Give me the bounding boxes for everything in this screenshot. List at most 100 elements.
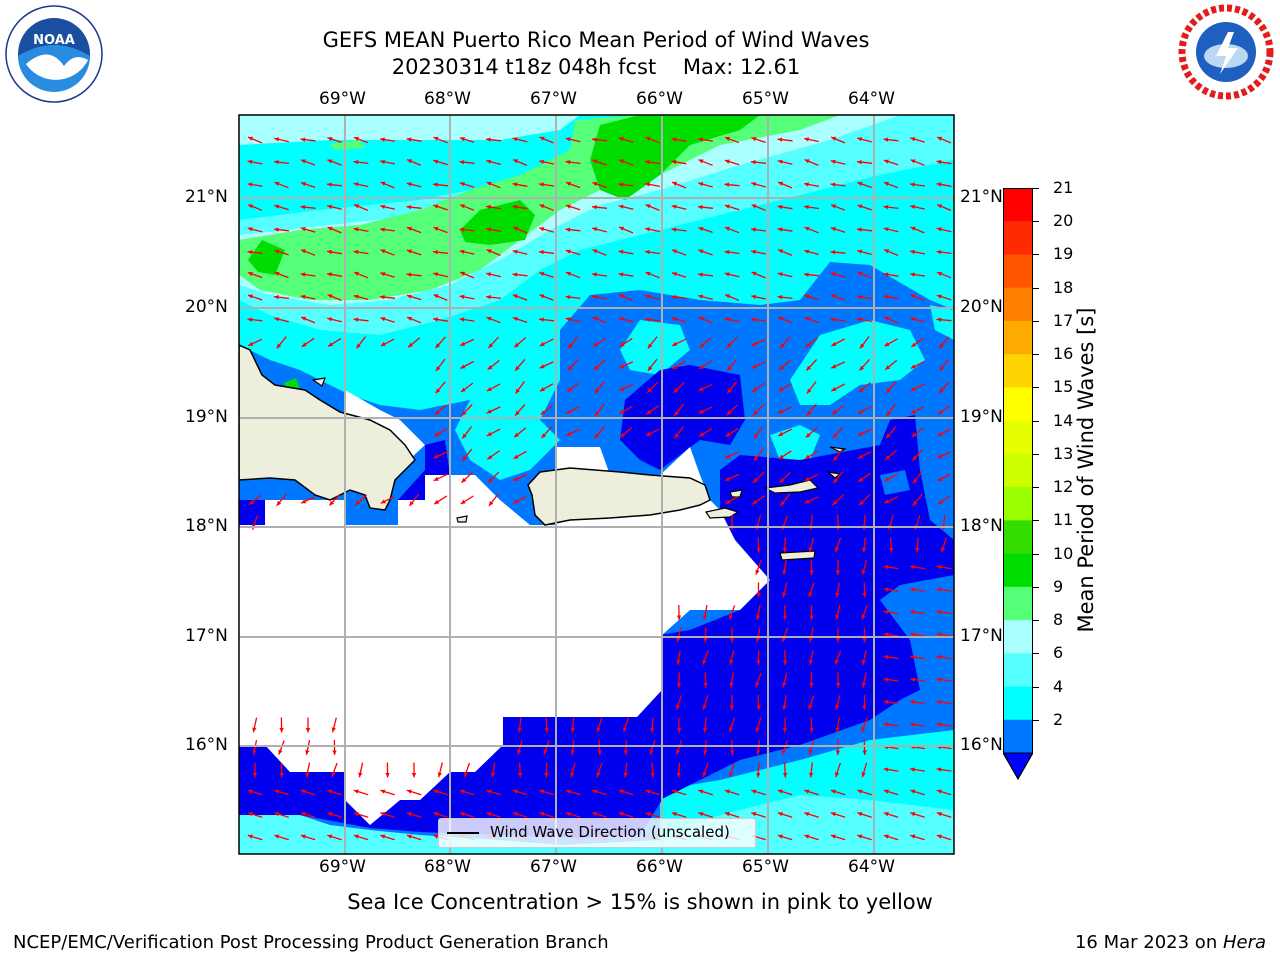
wave-direction-arrowhead <box>539 182 544 187</box>
wave-direction-arrowhead <box>433 250 438 255</box>
lon-tick-top: 66°W <box>636 89 683 109</box>
wave-direction-arrowhead <box>407 159 413 164</box>
wave-direction-arrowhead <box>594 433 600 438</box>
wave-direction-arrowhead <box>809 570 814 575</box>
colorbar-tick-label: 2 <box>1053 709 1064 729</box>
wave-direction-arrowhead <box>753 478 758 483</box>
wave-direction-arrowhead <box>618 182 624 187</box>
wave-direction-arrowhead <box>676 682 681 688</box>
wave-direction-arrowhead <box>885 365 891 370</box>
wave-direction-arrowhead <box>353 160 359 165</box>
wave-direction-arrowhead <box>883 632 889 637</box>
period-pocket-cyan <box>790 320 925 405</box>
wave-direction-arrowhead <box>380 812 386 817</box>
wave-direction-arrowhead <box>487 365 493 370</box>
wave-direction-arrowhead <box>883 227 889 232</box>
wave-direction-arrowhead <box>539 364 545 369</box>
wave-direction-arrowhead <box>567 365 573 371</box>
lat-tick-left: 18°N <box>185 516 228 536</box>
wave-direction-arrowhead <box>883 834 889 839</box>
wave-direction-arrowhead <box>703 682 708 688</box>
wave-direction-arrowhead <box>619 364 625 369</box>
wave-direction-arrowhead <box>618 272 624 277</box>
lon-tick-bottom: 69°W <box>319 857 366 877</box>
wave-direction-arrowhead <box>857 137 863 142</box>
wave-direction-arrowhead <box>886 411 891 416</box>
wave-direction-arrowhead <box>724 182 730 187</box>
wave-direction-arrowhead <box>835 614 840 620</box>
wave-direction-arrowhead <box>911 342 917 347</box>
wave-direction-arrowhead <box>406 249 412 254</box>
wave-direction-arrowhead <box>406 834 412 839</box>
wave-direction-arrowhead <box>830 834 836 839</box>
wave-direction-arrowhead <box>433 136 439 141</box>
colorbar-tick-mark <box>1033 586 1039 588</box>
wave-direction-arrowhead <box>671 317 677 322</box>
wave-direction-arrowhead <box>645 204 651 209</box>
lon-tick-bottom: 66°W <box>636 857 683 877</box>
wave-direction-arrowhead <box>862 705 867 710</box>
wave-direction-arrowhead <box>910 317 916 322</box>
period-band-under-2 <box>239 500 265 525</box>
wave-direction-arrowhead <box>592 789 598 794</box>
wave-direction-arrowhead <box>937 204 943 209</box>
wave-direction-arrowhead <box>300 789 306 794</box>
sea-ice-annotation: Sea Ice Concentration > 15% is shown in … <box>347 890 933 914</box>
wave-direction-arrowhead <box>830 317 836 322</box>
wave-direction-arrowhead <box>411 773 417 778</box>
wave-direction-arrowhead <box>910 249 915 255</box>
wave-direction-arrowhead <box>354 204 360 209</box>
wave-direction-arrowhead <box>406 294 412 299</box>
wave-direction-arrowhead <box>279 728 284 733</box>
wave-direction-arrowhead <box>486 431 492 436</box>
wave-direction-arrowhead <box>725 499 731 504</box>
wave-direction-arrowhead <box>698 137 703 142</box>
colorbar-segment <box>1003 620 1033 654</box>
wave-direction-arrowhead <box>857 454 863 459</box>
colorbar-tick-label: 18 <box>1053 277 1074 297</box>
wave-direction-arrowhead <box>671 204 677 209</box>
wave-direction-arrowhead <box>486 159 492 164</box>
wave-direction-arrowhead <box>777 789 783 794</box>
wave-direction-arrowhead <box>805 454 811 459</box>
wave-direction-arrowhead <box>486 227 491 232</box>
lon-tick-top: 65°W <box>742 89 789 109</box>
wave-direction-arrowhead <box>698 789 704 794</box>
wave-direction-arrowhead <box>910 609 915 615</box>
wave-direction-arrowhead <box>488 501 494 506</box>
wave-direction-arrowhead <box>782 592 787 598</box>
wave-direction-arrowhead <box>830 182 836 187</box>
colorbar-tick-mark <box>1033 653 1039 655</box>
wave-direction-arrowhead <box>434 499 440 505</box>
wave-direction-arrowhead <box>751 182 757 187</box>
wave-direction-arrowhead <box>726 343 732 348</box>
wave-direction-arrowhead <box>808 704 813 710</box>
lon-tick-bottom: 65°W <box>742 857 789 877</box>
colorbar-tick-label: 15 <box>1053 377 1074 397</box>
wave-direction-arrowhead <box>248 341 254 346</box>
wave-direction-arrowhead <box>247 789 253 794</box>
wave-direction-arrowhead <box>274 317 280 322</box>
wave-direction-arrowhead <box>936 834 942 839</box>
wave-direction-arrowhead <box>778 454 784 460</box>
wave-direction-arrowhead <box>331 727 336 733</box>
map-legend: Wind Wave Direction (unscaled) <box>438 818 756 848</box>
wave-direction-arrowhead <box>910 699 915 705</box>
wave-direction-arrowhead <box>513 159 519 164</box>
wave-direction-arrowhead <box>619 226 625 231</box>
wave-direction-arrowhead <box>619 386 625 391</box>
colorbar-tick-mark <box>1033 453 1039 455</box>
wave-direction-arrowhead <box>911 432 917 438</box>
wave-direction-arrowhead <box>539 272 545 277</box>
wave-direction-arrowhead <box>779 478 785 483</box>
wave-direction-arrowhead <box>751 249 756 255</box>
wave-direction-arrowhead <box>252 727 257 733</box>
wave-direction-arrowhead <box>380 181 386 186</box>
wave-direction-arrowhead <box>804 499 810 504</box>
wave-direction-arrowhead <box>859 365 865 371</box>
wave-direction-arrowhead <box>486 137 491 142</box>
wave-direction-arrowhead <box>936 789 942 794</box>
wave-direction-arrowhead <box>883 654 889 660</box>
lon-tick-top: 69°W <box>319 89 366 109</box>
wave-direction-arrowhead <box>461 410 467 416</box>
